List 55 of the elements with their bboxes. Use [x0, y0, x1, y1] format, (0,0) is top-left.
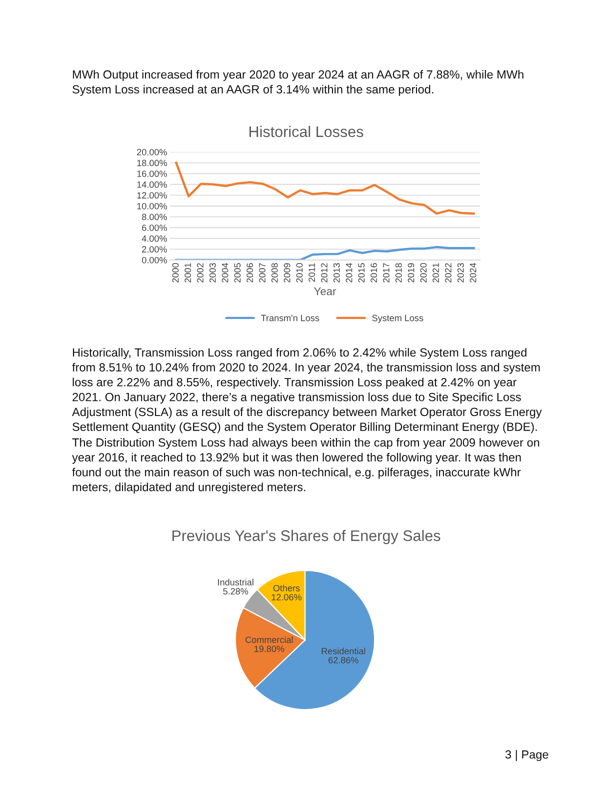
- data-label: 62.86%: [328, 656, 358, 664]
- data-label: 5.28%: [223, 588, 248, 595]
- text: The Distribution System Loss had always been within the cap from year 2009 however on year 2016, it reached to 13.92% but it was then lowered the following year. It was then found out the main reason of such was non-technical, e.g. pilferages, inaccurate kWhr meters, dilapidated and unregistered meters.: [72, 438, 540, 494]
- x-tick-label: 2013: [333, 263, 340, 282]
- text: Historically, Transmission Loss ranged from 2.06% to 2.42% while System Loss ranged from 8.51% to 10.24% from 2020 to 2024. In year 2024, the transmission loss and system loss are 2.22% and 8.55%, respectively. Transmission Loss peaked at 2.42% on year 2021. On January 2022, there’s a negative transmission loss due to Site Specific Loss Adjustment (SSLA) as a result of the discrepancy between Market Operator Gross Energy Settlement Quantity (GESQ) and the System Operator Billing Determinant Energy (BDE).: [72, 348, 542, 434]
- x-tick-label: 2000: [172, 263, 179, 282]
- x-tick-label: 2012: [321, 263, 328, 282]
- chart-title: Historical Losses: [250, 126, 364, 138]
- x-tick-label: 2024: [470, 263, 476, 282]
- x-tick-label: 2017: [383, 263, 390, 282]
- x-tick-label: 2014: [346, 263, 352, 282]
- data-label: 12.06%: [272, 594, 302, 600]
- x-tick-label: 2004: [222, 263, 228, 282]
- data-label: 19.80%: [254, 646, 284, 652]
- x-tick-label: 2002: [197, 263, 204, 282]
- y-tick-label: 8.00%: [142, 214, 167, 220]
- y-tick-label: 10.00%: [137, 202, 167, 210]
- y-tick-label: 6.00%: [142, 224, 167, 231]
- x-tick-label: 2021: [432, 263, 440, 282]
- x-tick-label: 2011: [308, 263, 316, 282]
- x-tick-label: 2022: [445, 263, 452, 282]
- y-tick-label: 20.00%: [137, 148, 167, 156]
- line-series: [175, 246, 475, 260]
- y-tick-label: 0.00%: [142, 256, 167, 264]
- slice-label: Others: [273, 584, 300, 592]
- x-tick-label: 2018: [395, 263, 402, 282]
- x-tick-label: 2020: [420, 263, 427, 282]
- x-tick-label: 2023: [457, 263, 464, 282]
- legend-label: Transm'n Loss: [261, 314, 320, 322]
- x-tick-label: 2015: [358, 263, 365, 282]
- x-tick-label: 2007: [259, 263, 266, 282]
- chart-title: Previous Year's Shares of Energy Sales: [172, 530, 440, 544]
- slice-label: Residential: [322, 648, 366, 654]
- x-tick-label: 2006: [246, 263, 254, 282]
- y-tick-label: 12.00%: [137, 192, 167, 199]
- x-tick-label: 2005: [234, 263, 241, 282]
- text: 3 | Page: [505, 750, 548, 762]
- text: MWh Output increased from year 2020 to year 2024 at an AAGR of 7.88%, while MWh System Loss increased at an AAGR of 3.14% within the same period.: [72, 70, 524, 96]
- x-tick-label: 2008: [271, 263, 278, 282]
- y-tick-label: 2.00%: [142, 246, 167, 253]
- x-tick-label: 2003: [209, 263, 216, 282]
- y-tick-label: 14.00%: [137, 181, 167, 188]
- x-tick-label: 2016: [370, 263, 378, 282]
- slice-label: Industrial: [218, 578, 254, 586]
- y-tick-label: 16.00%: [137, 170, 167, 177]
- x-tick-label: 2019: [408, 263, 414, 282]
- x-tick-label: 2009: [284, 263, 290, 282]
- y-tick-label: 18.00%: [137, 160, 167, 166]
- x-tick-label: 2001: [184, 263, 192, 282]
- legend-label: System Loss: [372, 314, 424, 323]
- line-series: [175, 162, 475, 215]
- x-tick-label: 2010: [296, 263, 303, 282]
- slice-label: Commercial: [246, 636, 293, 643]
- x-axis-title: Year: [314, 287, 336, 296]
- y-tick-label: 4.00%: [142, 235, 167, 242]
